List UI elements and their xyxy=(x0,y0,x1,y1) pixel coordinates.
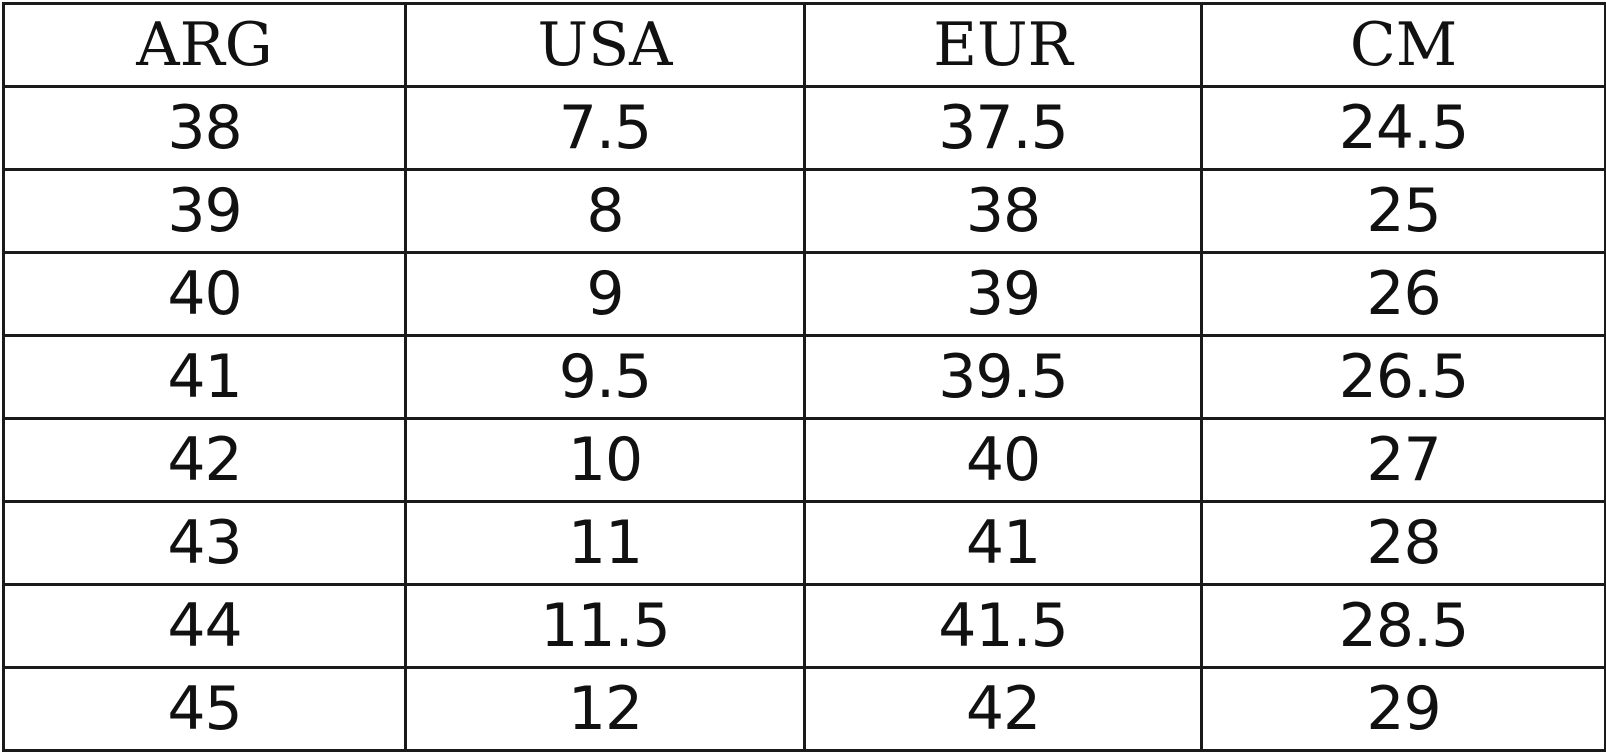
header-cm: CM xyxy=(1200,2,1606,88)
cell-eur: 37.5 xyxy=(803,85,1203,171)
cell-usa: 9 xyxy=(404,251,806,337)
cell-arg: 38 xyxy=(2,85,407,171)
cell-eur: 41 xyxy=(803,500,1203,586)
cell-eur: 42 xyxy=(803,666,1203,752)
table-header: ARG USA EUR CM xyxy=(2,2,1606,88)
cell-cm: 28.5 xyxy=(1200,583,1606,669)
cell-arg: 41 xyxy=(2,334,407,420)
cell-eur: 41.5 xyxy=(803,583,1203,669)
table-row: 42 10 40 27 xyxy=(2,417,1606,503)
cell-eur: 39 xyxy=(803,251,1203,337)
cell-usa: 11.5 xyxy=(404,583,806,669)
cell-arg: 43 xyxy=(2,500,407,586)
cell-eur: 38 xyxy=(803,168,1203,254)
cell-usa: 9.5 xyxy=(404,334,806,420)
header-row: ARG USA EUR CM xyxy=(2,2,1606,88)
header-usa: USA xyxy=(404,2,806,88)
cell-cm: 28 xyxy=(1200,500,1606,586)
table-row: 41 9.5 39.5 26.5 xyxy=(2,334,1606,420)
cell-arg: 39 xyxy=(2,168,407,254)
cell-arg: 44 xyxy=(2,583,407,669)
cell-cm: 27 xyxy=(1200,417,1606,503)
cell-eur: 39.5 xyxy=(803,334,1203,420)
table-row: 45 12 42 29 xyxy=(2,666,1606,752)
cell-arg: 40 xyxy=(2,251,407,337)
table-row: 38 7.5 37.5 24.5 xyxy=(2,85,1606,171)
cell-cm: 26 xyxy=(1200,251,1606,337)
cell-usa: 7.5 xyxy=(404,85,806,171)
cell-usa: 8 xyxy=(404,168,806,254)
cell-usa: 12 xyxy=(404,666,806,752)
cell-cm: 24.5 xyxy=(1200,85,1606,171)
cell-arg: 42 xyxy=(2,417,407,503)
header-eur: EUR xyxy=(803,2,1203,88)
cell-cm: 26.5 xyxy=(1200,334,1606,420)
cell-usa: 10 xyxy=(404,417,806,503)
table-row: 44 11.5 41.5 28.5 xyxy=(2,583,1606,669)
cell-eur: 40 xyxy=(803,417,1203,503)
cell-cm: 29 xyxy=(1200,666,1606,752)
cell-usa: 11 xyxy=(404,500,806,586)
table-row: 40 9 39 26 xyxy=(2,251,1606,337)
table-row: 39 8 38 25 xyxy=(2,168,1606,254)
header-arg: ARG xyxy=(2,2,407,88)
cell-cm: 25 xyxy=(1200,168,1606,254)
table-body: 38 7.5 37.5 24.5 39 8 38 25 40 9 39 26 4… xyxy=(2,85,1606,752)
cell-arg: 45 xyxy=(2,666,407,752)
table-row: 43 11 41 28 xyxy=(2,500,1606,586)
